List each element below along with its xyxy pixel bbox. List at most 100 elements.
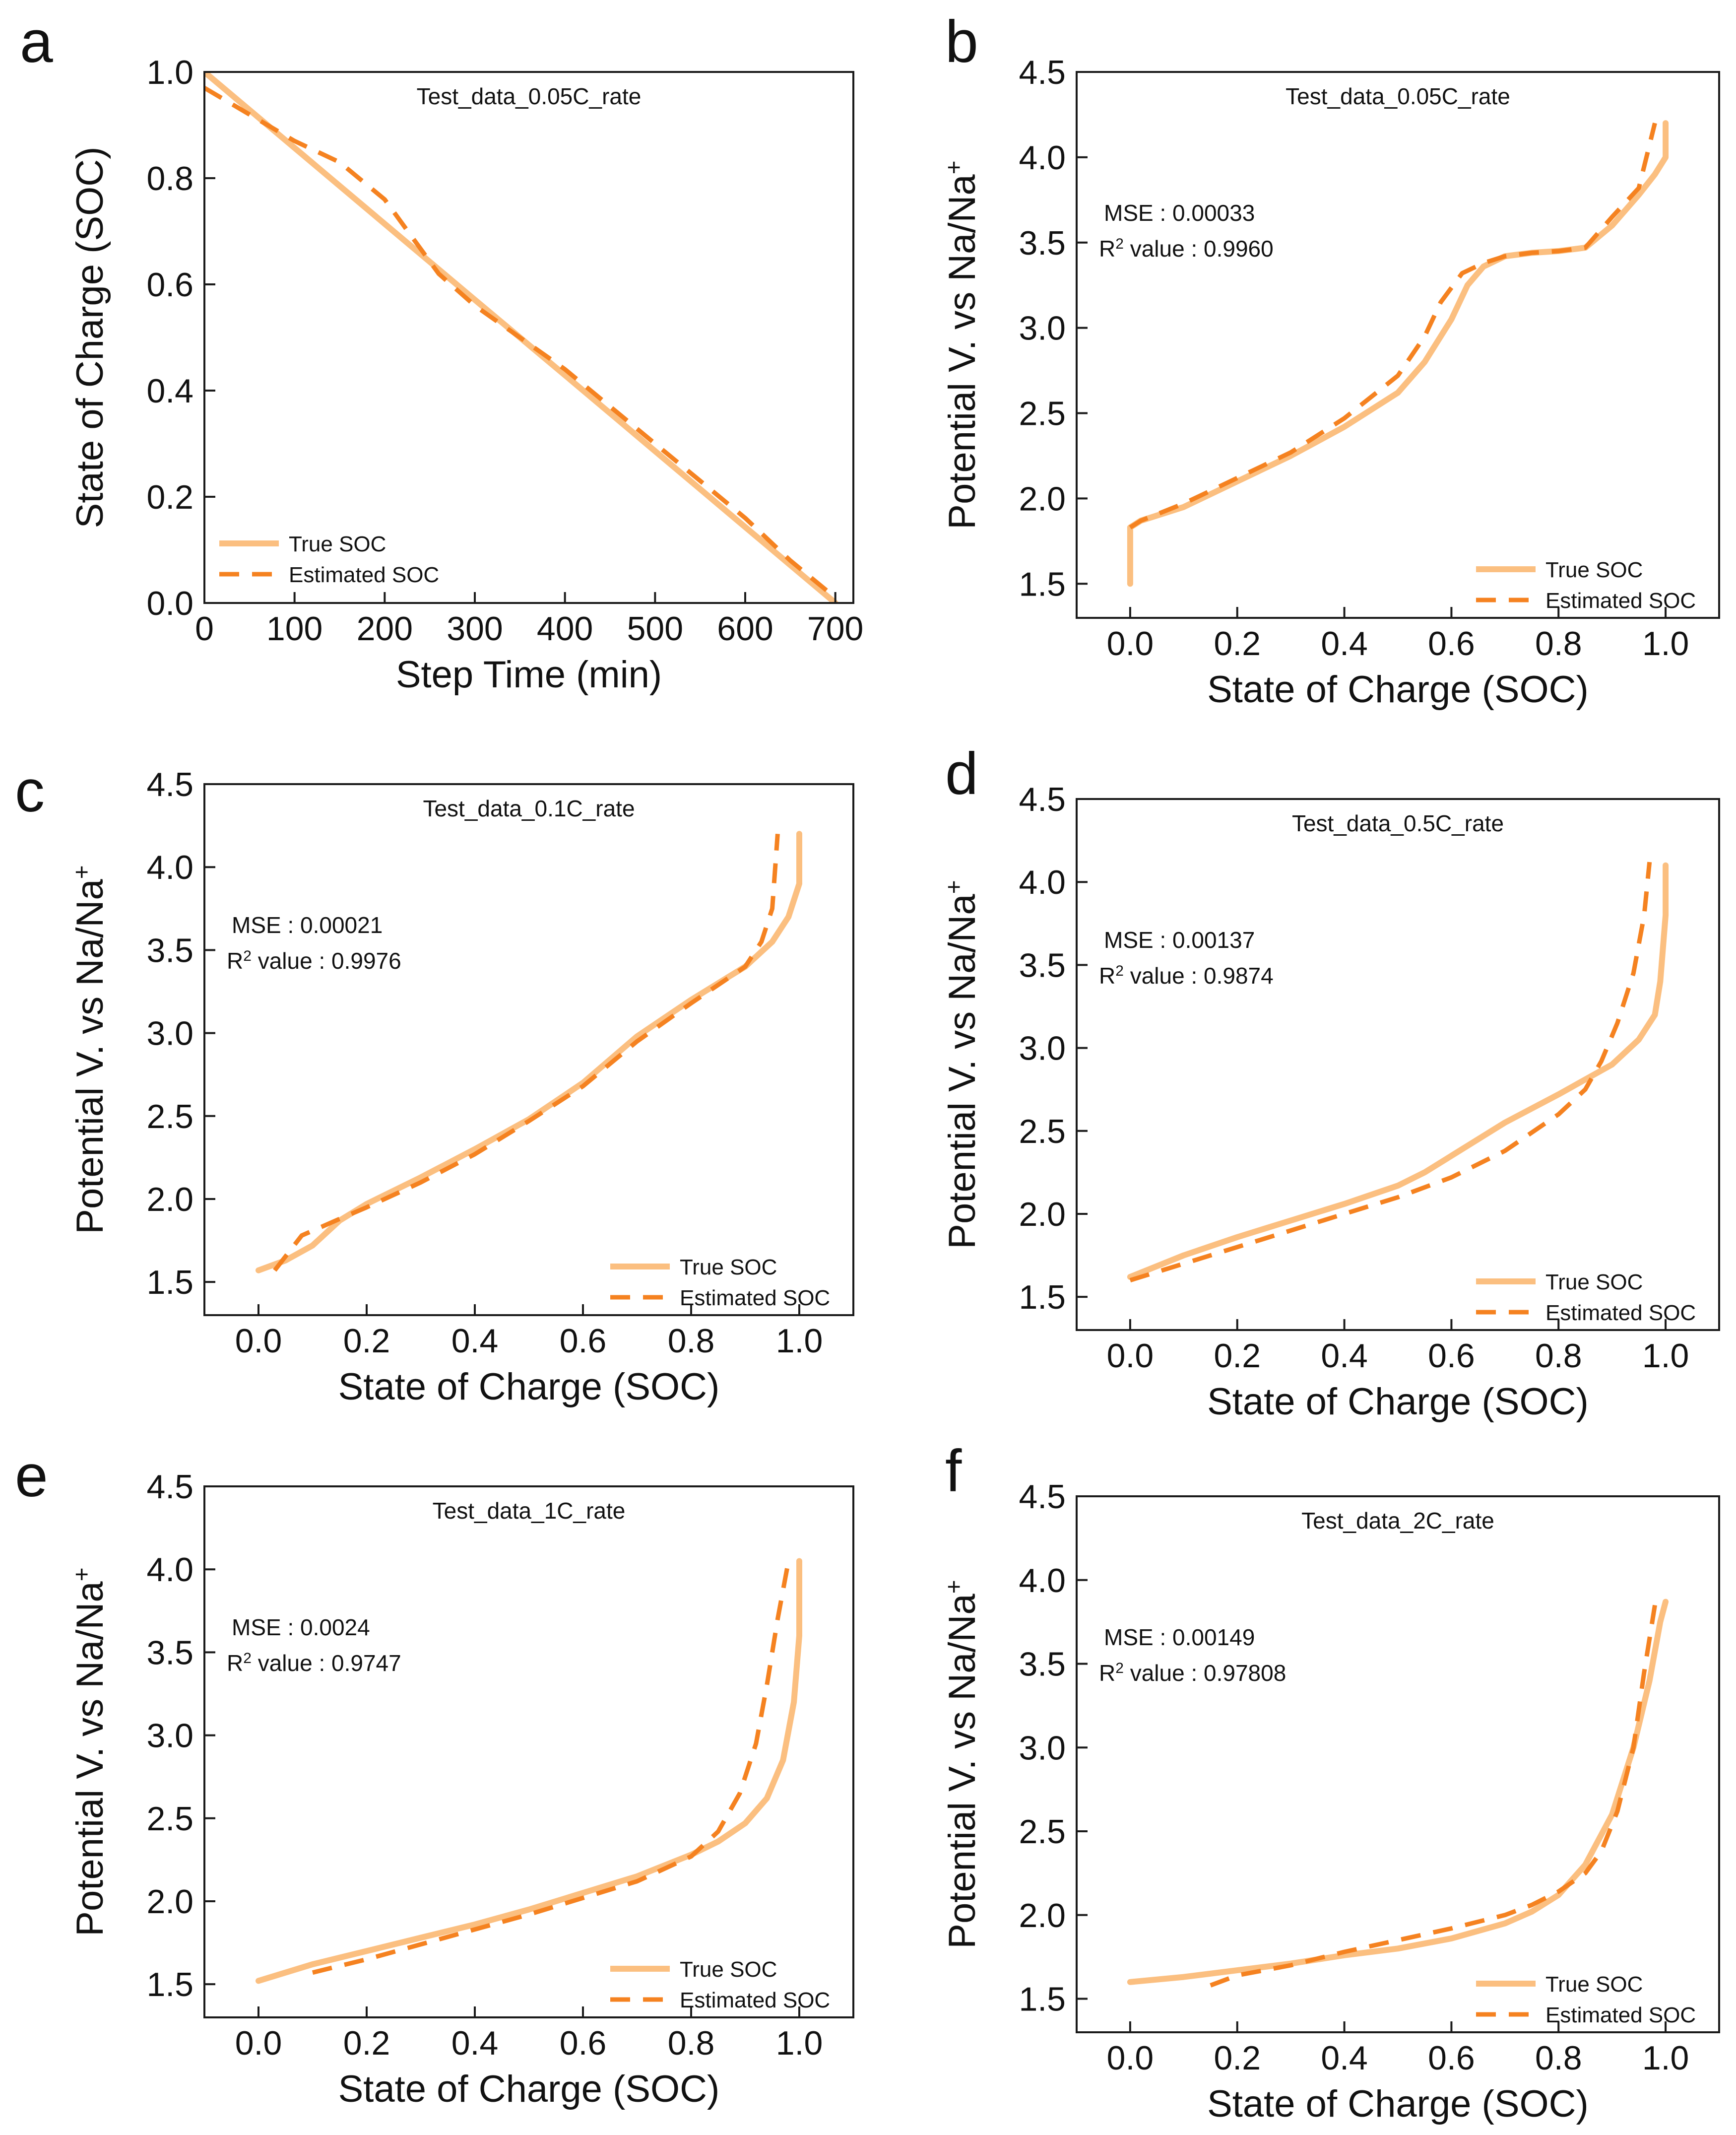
estimated-soc-line [1129,123,1657,530]
r2-superscript: 2 [243,948,252,964]
series-group [1127,1599,1669,1988]
series-group [1127,862,1669,1282]
y-tick-label: 2.0 [146,1181,193,1218]
x-tick-label: 0.4 [1321,2039,1368,2077]
y-tick-label: 1.0 [146,54,193,91]
chart-title: Test_data_1C_rate [433,1498,626,1524]
estimated-soc-line [1129,862,1652,1282]
mse-label: MSE : 0.00033 [1104,200,1255,226]
y-tick-label: 3.0 [146,1717,193,1755]
x-axis-label: State of Charge (SOC) [338,1366,720,1408]
panel-letter-a: a [20,8,53,75]
x-tick-label: 400 [537,610,593,648]
panel-e: e 0.0 0.2 0.4 0.6 0.8 1.0 1.5 2.0 2.5 3.0 3.5 4.0 4.5… [15,1443,854,2110]
y-tick-label: 2.5 [1019,395,1066,433]
y-axis-label-superscript: + [941,880,967,894]
y-tick-label: 0.2 [146,478,193,516]
y-tick-label: 2.0 [146,1883,193,1921]
y-tick-label: 0.8 [146,160,193,198]
x-tick-label: 0.4 [451,1322,499,1360]
r2-label: R2 value : 0.9960 [1099,236,1274,262]
x-tick-label: 0.0 [1107,2039,1154,2077]
plot-frame [1076,798,1720,1331]
series-group [256,831,802,1273]
r2-label: R2 value : 0.97808 [1099,1660,1286,1686]
y-tick-label: 2.0 [1019,1196,1066,1233]
true-soc-line [1127,120,1669,587]
series-group [1127,120,1669,587]
x-tick-label: 0.6 [1428,625,1475,663]
x-tick-label: 700 [807,610,863,648]
y-tick-label: 4.0 [1019,139,1066,177]
y-axis-label-text: Potential V. vs Na/Na [941,894,983,1249]
r2-value: value : 0.9976 [252,948,401,974]
legend: True SOC Estimated SOC [1476,1270,1696,1325]
y-tick-label: 4.5 [146,1468,193,1506]
x-tick-label: 0.8 [1535,1337,1582,1375]
x-tick-label: 0.4 [1321,625,1368,663]
r2-value: value : 0.9960 [1124,236,1274,262]
x-axis-label: State of Charge (SOC) [1207,2083,1589,2125]
y-tick-label: 4.5 [1019,781,1066,818]
legend-estimated-soc-label: Estimated SOC [680,1286,830,1310]
r2-prefix: R [1099,1660,1115,1686]
y-tick-label: 2.0 [1019,1897,1066,1935]
y-tick-label: 4.0 [146,1551,193,1589]
x-tick-label: 0.2 [343,2024,390,2062]
estimated-soc-line [273,833,780,1272]
true-soc-line [256,1558,802,1984]
legend-estimated-soc-label: Estimated SOC [1545,1301,1696,1325]
r2-prefix: R [1099,236,1115,262]
y-tick-label: 0.0 [146,585,193,622]
x-tick-label: 1.0 [1642,2039,1689,2077]
panel-letter-f: f [945,1438,962,1504]
x-tick-label: 0.2 [1214,625,1261,663]
y-axis-label-text: State of Charge (SOC) [69,147,111,529]
y-axis-label: Potential V. vs Na/Na+ [941,880,984,1249]
legend-true-soc-label: True SOC [1545,1972,1643,1997]
legend-true-soc-label: True SOC [1545,1270,1643,1294]
r2-superscript: 2 [243,1650,252,1667]
legend: True SOC Estimated SOC [1476,1972,1696,2027]
y-tick-label: 2.5 [1019,1113,1066,1150]
legend-estimated-soc-label: Estimated SOC [680,1988,830,2012]
y-tick-label: 4.0 [146,849,193,886]
x-tick-label: 100 [266,610,322,648]
y-axis-label-superscript: + [941,160,967,174]
estimated-soc-line [1210,1604,1657,1988]
legend-true-soc-label: True SOC [1545,558,1643,582]
y-tick-label: 3.5 [146,932,193,969]
y-tick-label: 3.5 [146,1634,193,1671]
x-axis-label: State of Charge (SOC) [338,2068,720,2110]
panel-letter-b: b [945,8,978,75]
x-tick-label: 1.0 [1642,1337,1689,1375]
series-group [256,1558,802,1984]
x-tick-label: 0.8 [668,2024,715,2062]
y-tick-label: 2.0 [1019,480,1066,518]
y-axis-label: State of Charge (SOC) [69,147,111,529]
panel-a: a 0 100 200 300 400 500 600 700 0.0 0.2 0.4 0.6 0.8 1.… [20,8,863,696]
y-tick-label: 1.5 [1019,1278,1066,1316]
y-tick-label: 4.0 [1019,1562,1066,1600]
y-tick-label: 2.5 [146,1098,193,1135]
y-tick-label: 0.6 [146,266,193,304]
x-tick-label: 0.0 [235,1322,282,1360]
panel-f: f 0.0 0.2 0.4 0.6 0.8 1.0 1.5 2.0 2.5 3.0 3.5 4.0 4.5… [941,1438,1720,2125]
y-axis-label-superscript: + [941,1580,967,1594]
estimated-soc-line [312,1560,791,1975]
panel-letter-e: e [15,1443,48,1509]
y-tick-label: 2.5 [1019,1813,1066,1851]
series-group [205,73,838,602]
r2-prefix: R [227,1650,243,1676]
plot-frame [203,71,854,604]
y-axis-label: Potential V. vs Na/Na+ [69,1567,112,1936]
y-tick-label: 4.0 [1019,864,1066,901]
r2-label: R2 value : 0.9747 [227,1650,401,1676]
legend-true-soc-label: True SOC [680,1957,777,1982]
y-axis-label-superscript: + [69,865,95,879]
x-tick-label: 500 [627,610,683,648]
chart-title: Test_data_0.1C_rate [423,796,635,821]
y-axis-label: Potential V. vs Na/Na+ [69,865,112,1234]
y-tick-label: 1.5 [1019,565,1066,603]
